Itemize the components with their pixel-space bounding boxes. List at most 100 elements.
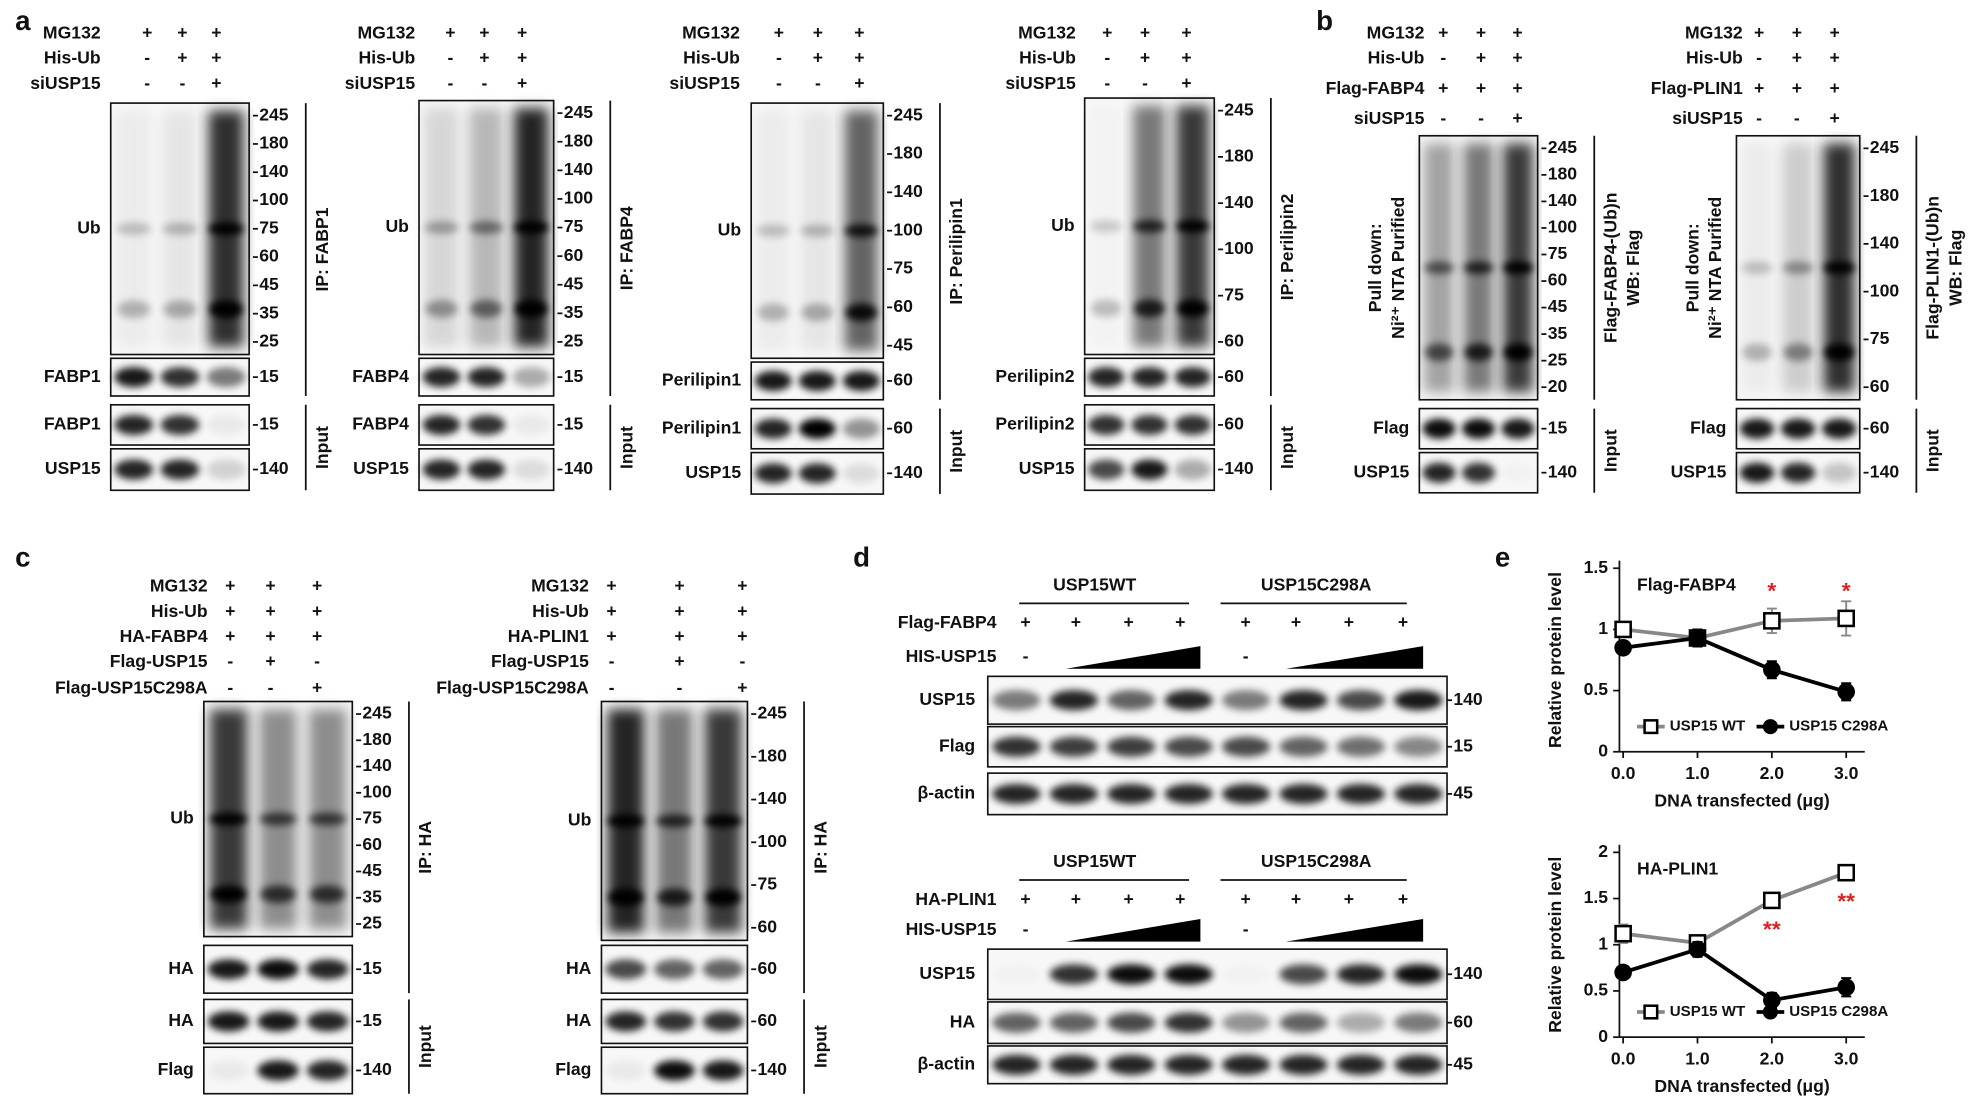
condition-label: siUSP15 [30,73,101,93]
ip-label: IP: HA [415,821,435,874]
smear-band [655,814,693,828]
size-marker: 180 [1224,146,1254,166]
protein-band [1394,736,1443,757]
condition-mark: + [265,651,275,671]
condition-mark: - [482,73,488,93]
group-label: USP15WT [1053,851,1136,871]
ip-label: IP: FABP4 [617,206,637,290]
size-marker: 245 [259,104,289,124]
smear-band [424,221,459,234]
size-marker: 45 [1453,1053,1473,1073]
condition-mark: - [1756,108,1762,128]
size-marker: 45 [564,273,584,293]
smear-band [1742,343,1772,362]
protein-band [207,1011,250,1032]
condition-mark: - [1440,48,1446,68]
condition-label: HA-FABP4 [120,626,208,646]
protein-band [1461,462,1496,483]
size-marker: 45 [362,860,382,880]
protein-band [1049,736,1098,757]
size-marker: 75 [1548,243,1568,263]
condition-mark: + [225,601,235,621]
dose-triangle [1285,918,1424,942]
smear-band [757,303,790,322]
size-marker: 20 [1548,376,1568,396]
marker [1837,978,1856,997]
condition-mark: + [479,48,489,68]
protein-band [605,959,647,980]
group-label: USP15C298A [1261,574,1372,594]
size-marker: 15 [1548,417,1568,437]
protein-band [1107,690,1156,711]
band-label: USP15 [353,458,409,478]
protein-band [1422,418,1456,439]
condition-label: His-Ub [1368,48,1425,68]
smear-band [469,221,504,234]
size-marker: 140 [1453,963,1483,983]
condition-mark: - [180,73,186,93]
ip-label: WB: Flag [1623,230,1643,306]
band-label: Flag [1373,417,1409,437]
smear-band [259,812,297,826]
condition-mark: + [211,73,221,93]
x-tick-label: 2.0 [1760,763,1785,783]
condition-label: siUSP15 [1354,108,1425,128]
condition-mark: + [517,23,527,43]
protein-band [1131,367,1168,388]
band-label: USP15 [1671,461,1727,481]
band-label: Ub [718,219,742,239]
protein-band [207,1060,250,1081]
band-label: Flag [555,1059,591,1079]
ip-label: IP: FABP1 [312,207,332,291]
condition-mark: + [1512,108,1522,128]
condition-mark: + [1344,612,1354,632]
smear-band [515,300,548,318]
protein-band [206,459,246,480]
size-marker: 45 [1548,296,1568,316]
condition-mark: + [1071,612,1081,632]
series-line [1622,636,1847,694]
protein-band [1780,462,1816,483]
smear-band [470,300,503,318]
annotation: ** [1763,917,1781,942]
size-marker: 15 [362,1010,382,1030]
condition-mark: + [312,626,322,646]
y-tick-label: 1 [1598,618,1608,638]
size-marker: 60 [893,296,913,316]
condition-label: His-Ub [1019,48,1076,68]
x-axis-label: DNA transfected (μg) [1654,1076,1829,1096]
ip-label: Flag-PLIN1-(Ub)n [1923,196,1943,340]
pulldown-label: Ni²⁺ NTA Purified [1388,197,1408,339]
condition-mark: + [854,48,864,68]
condition-mark: + [1476,48,1486,68]
condition-label: Flag-FABP4 [898,612,997,632]
protein-band [992,783,1041,804]
band-label: HA [566,1010,592,1030]
size-marker: 15 [259,366,279,386]
condition-mark: + [1512,78,1522,98]
protein-band [992,964,1040,984]
condition-label: MG132 [43,23,101,43]
smear-band [1133,299,1166,318]
condition-mark: + [1829,23,1839,43]
smear-band [656,888,692,907]
condition-mark: + [854,73,864,93]
size-marker: 60 [1548,270,1568,290]
protein-band [1164,964,1213,985]
condition-label: MG132 [150,576,208,596]
size-marker: 140 [362,1059,392,1079]
condition-mark: + [312,678,322,698]
size-marker: 75 [757,874,777,894]
smear-band [163,300,197,319]
condition-mark: - [1794,108,1800,128]
size-marker: 100 [362,781,392,801]
condition-mark: + [1829,48,1839,68]
smear-band [309,885,346,904]
chart-title: HA-PLIN1 [1637,859,1718,879]
condition-mark: - [1023,646,1029,666]
size-marker: 140 [893,181,923,201]
condition-mark: - [1440,108,1446,128]
protein-band [1164,1012,1213,1033]
condition-mark: + [1124,889,1134,909]
